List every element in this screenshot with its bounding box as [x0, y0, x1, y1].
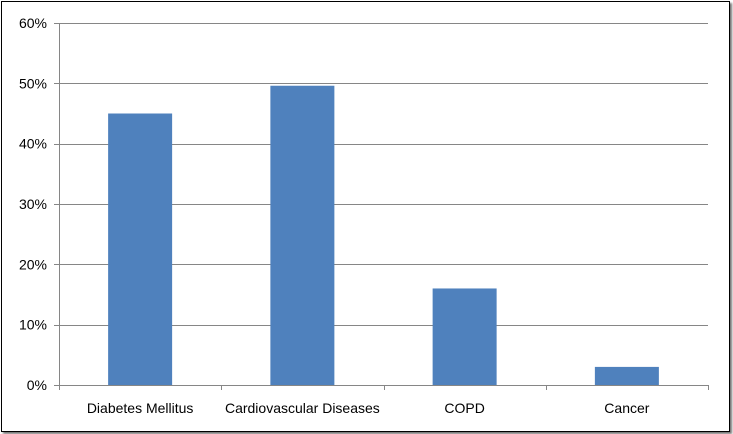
y-tick-label: 40%: [19, 136, 47, 152]
y-axis-tick-labels: 0% 10% 20% 30% 40% 50% 60%: [19, 15, 47, 393]
y-tick-label: 0%: [27, 377, 47, 393]
x-category-label: Cardiovascular Diseases: [225, 400, 380, 416]
x-category-label: Diabetes Mellitus: [87, 400, 194, 416]
x-category-label: Cancer: [604, 400, 649, 416]
y-tick-label: 50%: [19, 75, 47, 91]
bar-cardiovascular-diseases: [270, 85, 335, 385]
y-tick-label: 30%: [19, 196, 47, 212]
x-axis-category-labels: Diabetes Mellitus Cardiovascular Disease…: [87, 400, 650, 416]
bars: [108, 85, 659, 385]
y-tick-label: 10%: [19, 317, 47, 333]
x-category-label: COPD: [444, 400, 484, 416]
y-tick-label: 60%: [19, 15, 47, 31]
axes: [59, 23, 709, 390]
bar-diabetes-mellitus: [108, 113, 173, 385]
y-tick-label: 20%: [19, 256, 47, 272]
bar-copd: [432, 288, 497, 385]
bar-cancer: [594, 366, 659, 385]
